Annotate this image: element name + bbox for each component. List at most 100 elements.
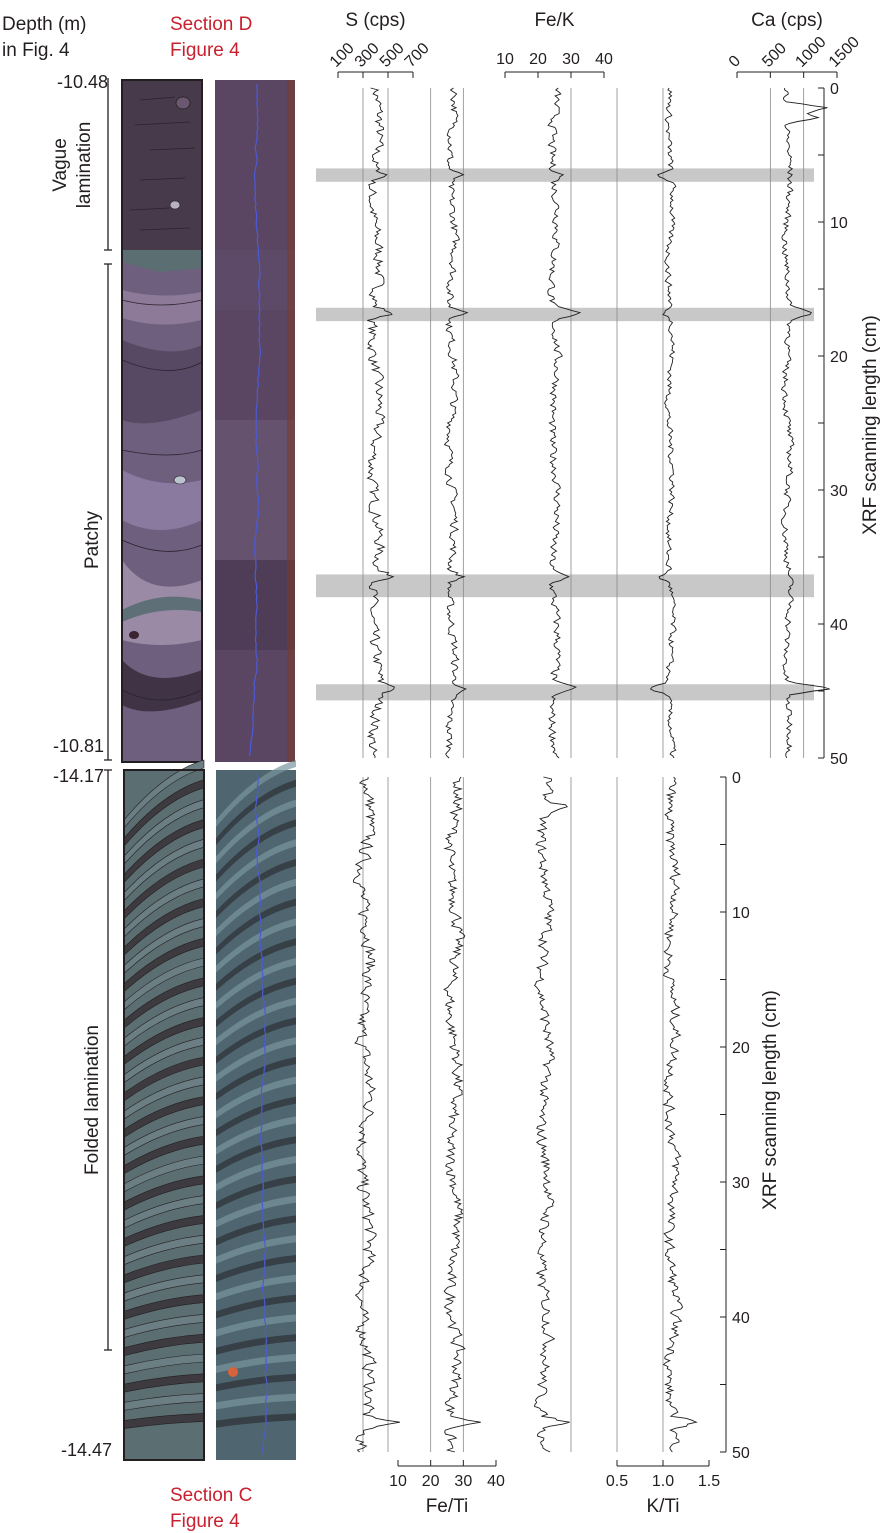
section-c-figure: Figure 4 bbox=[170, 1511, 240, 1532]
photo-band bbox=[216, 1413, 296, 1428]
section-c-photo bbox=[216, 760, 296, 1460]
tick-label-0-2: 500 bbox=[377, 40, 408, 71]
photo-band bbox=[216, 1175, 296, 1210]
photo-band bbox=[216, 1057, 296, 1100]
photo-band bbox=[216, 839, 296, 900]
tick-label-2-3: 40 bbox=[595, 51, 613, 68]
tick-label-0-1: 300 bbox=[352, 40, 383, 71]
y-tick-label: 40 bbox=[830, 617, 848, 634]
panel-title-1: Fe/Ti bbox=[426, 1496, 469, 1517]
tick-label-2-1: 20 bbox=[529, 51, 547, 68]
photo-band bbox=[216, 1096, 296, 1137]
highlight-band-3 bbox=[316, 684, 814, 701]
xrf-curves bbox=[353, 87, 830, 1453]
y-tick-label: 30 bbox=[830, 483, 848, 500]
tick-label-4-2: 1000 bbox=[792, 34, 829, 71]
photo-band bbox=[216, 1017, 296, 1064]
curve-section-d-3 bbox=[649, 87, 677, 759]
photo-band bbox=[216, 799, 296, 864]
depth-header-line1: Depth (m) bbox=[2, 14, 86, 35]
curve-section-d-2 bbox=[547, 87, 582, 759]
photo-band bbox=[216, 997, 296, 1046]
photo-band bbox=[216, 1116, 296, 1155]
section-c-drawing bbox=[123, 759, 205, 1461]
tick-label-4-1: 500 bbox=[759, 40, 790, 71]
curve-section-d-4 bbox=[780, 87, 830, 759]
depth-label-c-bottom: -14.47 bbox=[61, 1440, 112, 1460]
highlight-band-2 bbox=[316, 574, 814, 598]
tick-label-1-2: 30 bbox=[454, 1473, 472, 1490]
curve-section-d-0 bbox=[366, 87, 395, 759]
tick-label-3-0: 0.5 bbox=[606, 1473, 628, 1490]
unit-label-vague-lamination: Vague lamination bbox=[50, 122, 95, 209]
y-tick-label: 50 bbox=[732, 1445, 750, 1462]
photo-band bbox=[216, 977, 296, 1028]
photo-band bbox=[216, 1255, 296, 1282]
photo-band bbox=[216, 1136, 296, 1173]
unit-label-patchy: Patchy bbox=[82, 510, 103, 569]
reference-lines bbox=[362, 88, 805, 1452]
y-tick-label: 50 bbox=[830, 751, 848, 768]
y-tick-label: 20 bbox=[732, 1040, 750, 1057]
tick-label-1-1: 20 bbox=[422, 1473, 440, 1490]
curve-section-d-1 bbox=[443, 87, 469, 759]
photo-band bbox=[216, 898, 296, 955]
tick-label-3-2: 1.5 bbox=[698, 1473, 720, 1490]
photo-band bbox=[216, 878, 296, 937]
photo-band bbox=[216, 958, 296, 1009]
photo-band bbox=[216, 760, 296, 827]
photo-band bbox=[216, 1076, 296, 1119]
depth-label-c-top: -14.17 bbox=[53, 766, 104, 786]
photo-band bbox=[216, 1156, 296, 1191]
tick-label-4-0: 0 bbox=[726, 52, 744, 70]
section-d-photo bbox=[215, 80, 295, 762]
highlight-band-1 bbox=[316, 307, 814, 322]
photo-band bbox=[216, 938, 296, 991]
tick-label-2-0: 10 bbox=[496, 51, 514, 68]
photo-band bbox=[216, 918, 296, 973]
y-tick-label: 20 bbox=[830, 349, 848, 366]
curve-section-c-3 bbox=[662, 776, 698, 1453]
section-d-title: Section D bbox=[170, 14, 252, 35]
photo-band bbox=[216, 1274, 296, 1301]
photo-band bbox=[216, 1195, 296, 1228]
panel-title-2: Fe/K bbox=[534, 10, 574, 31]
y-axis-section-d: 0 10 20 30 40 50 bbox=[818, 81, 848, 768]
photo-band bbox=[216, 1294, 296, 1319]
fold-band bbox=[123, 759, 205, 829]
photo-band bbox=[216, 1215, 296, 1246]
highlight-bands bbox=[316, 168, 814, 701]
curve-section-c-1 bbox=[443, 776, 481, 1453]
photo-band bbox=[216, 1334, 296, 1355]
curve-section-c-2 bbox=[533, 776, 570, 1453]
section-d-figure: Figure 4 bbox=[170, 40, 240, 61]
tick-label-3-1: 1.0 bbox=[652, 1473, 674, 1490]
photo-band bbox=[216, 859, 296, 918]
tick-label-0-0: 100 bbox=[327, 40, 358, 71]
tick-label-1-3: 40 bbox=[487, 1473, 505, 1490]
section-d-drawing bbox=[121, 79, 203, 763]
photo-band bbox=[216, 819, 296, 882]
unit-brackets bbox=[104, 78, 112, 1351]
y-axis-title-section-c: XRF scanning length (cm) bbox=[760, 990, 781, 1210]
photo-band bbox=[216, 1037, 296, 1082]
highlight-band-0 bbox=[316, 168, 814, 182]
tick-label-2-2: 30 bbox=[562, 51, 580, 68]
depth-header-line2: in Fig. 4 bbox=[2, 40, 70, 61]
y-axis-title-section-d: XRF scanning length (cm) bbox=[860, 315, 881, 535]
photo-band bbox=[216, 1235, 296, 1264]
y-tick-label: 40 bbox=[732, 1310, 750, 1327]
section-c-title: Section C bbox=[170, 1485, 252, 1506]
panel-title-0: S (cps) bbox=[345, 10, 405, 31]
depth-label-d-top: -10.48 bbox=[57, 72, 108, 92]
unit-label-folded-lamination: Folded lamination bbox=[82, 1025, 103, 1175]
y-tick-label: 30 bbox=[732, 1175, 750, 1192]
y-tick-label: 10 bbox=[732, 905, 750, 922]
tick-label-0-3: 700 bbox=[402, 40, 433, 71]
tick-label-4-3: 1500 bbox=[826, 34, 863, 71]
y-tick-label: 0 bbox=[830, 81, 839, 98]
panel-title-4: Ca (cps) bbox=[751, 10, 823, 31]
photo-band bbox=[216, 1314, 296, 1337]
y-axis-section-c: 0 10 20 30 40 50 bbox=[720, 770, 750, 1462]
